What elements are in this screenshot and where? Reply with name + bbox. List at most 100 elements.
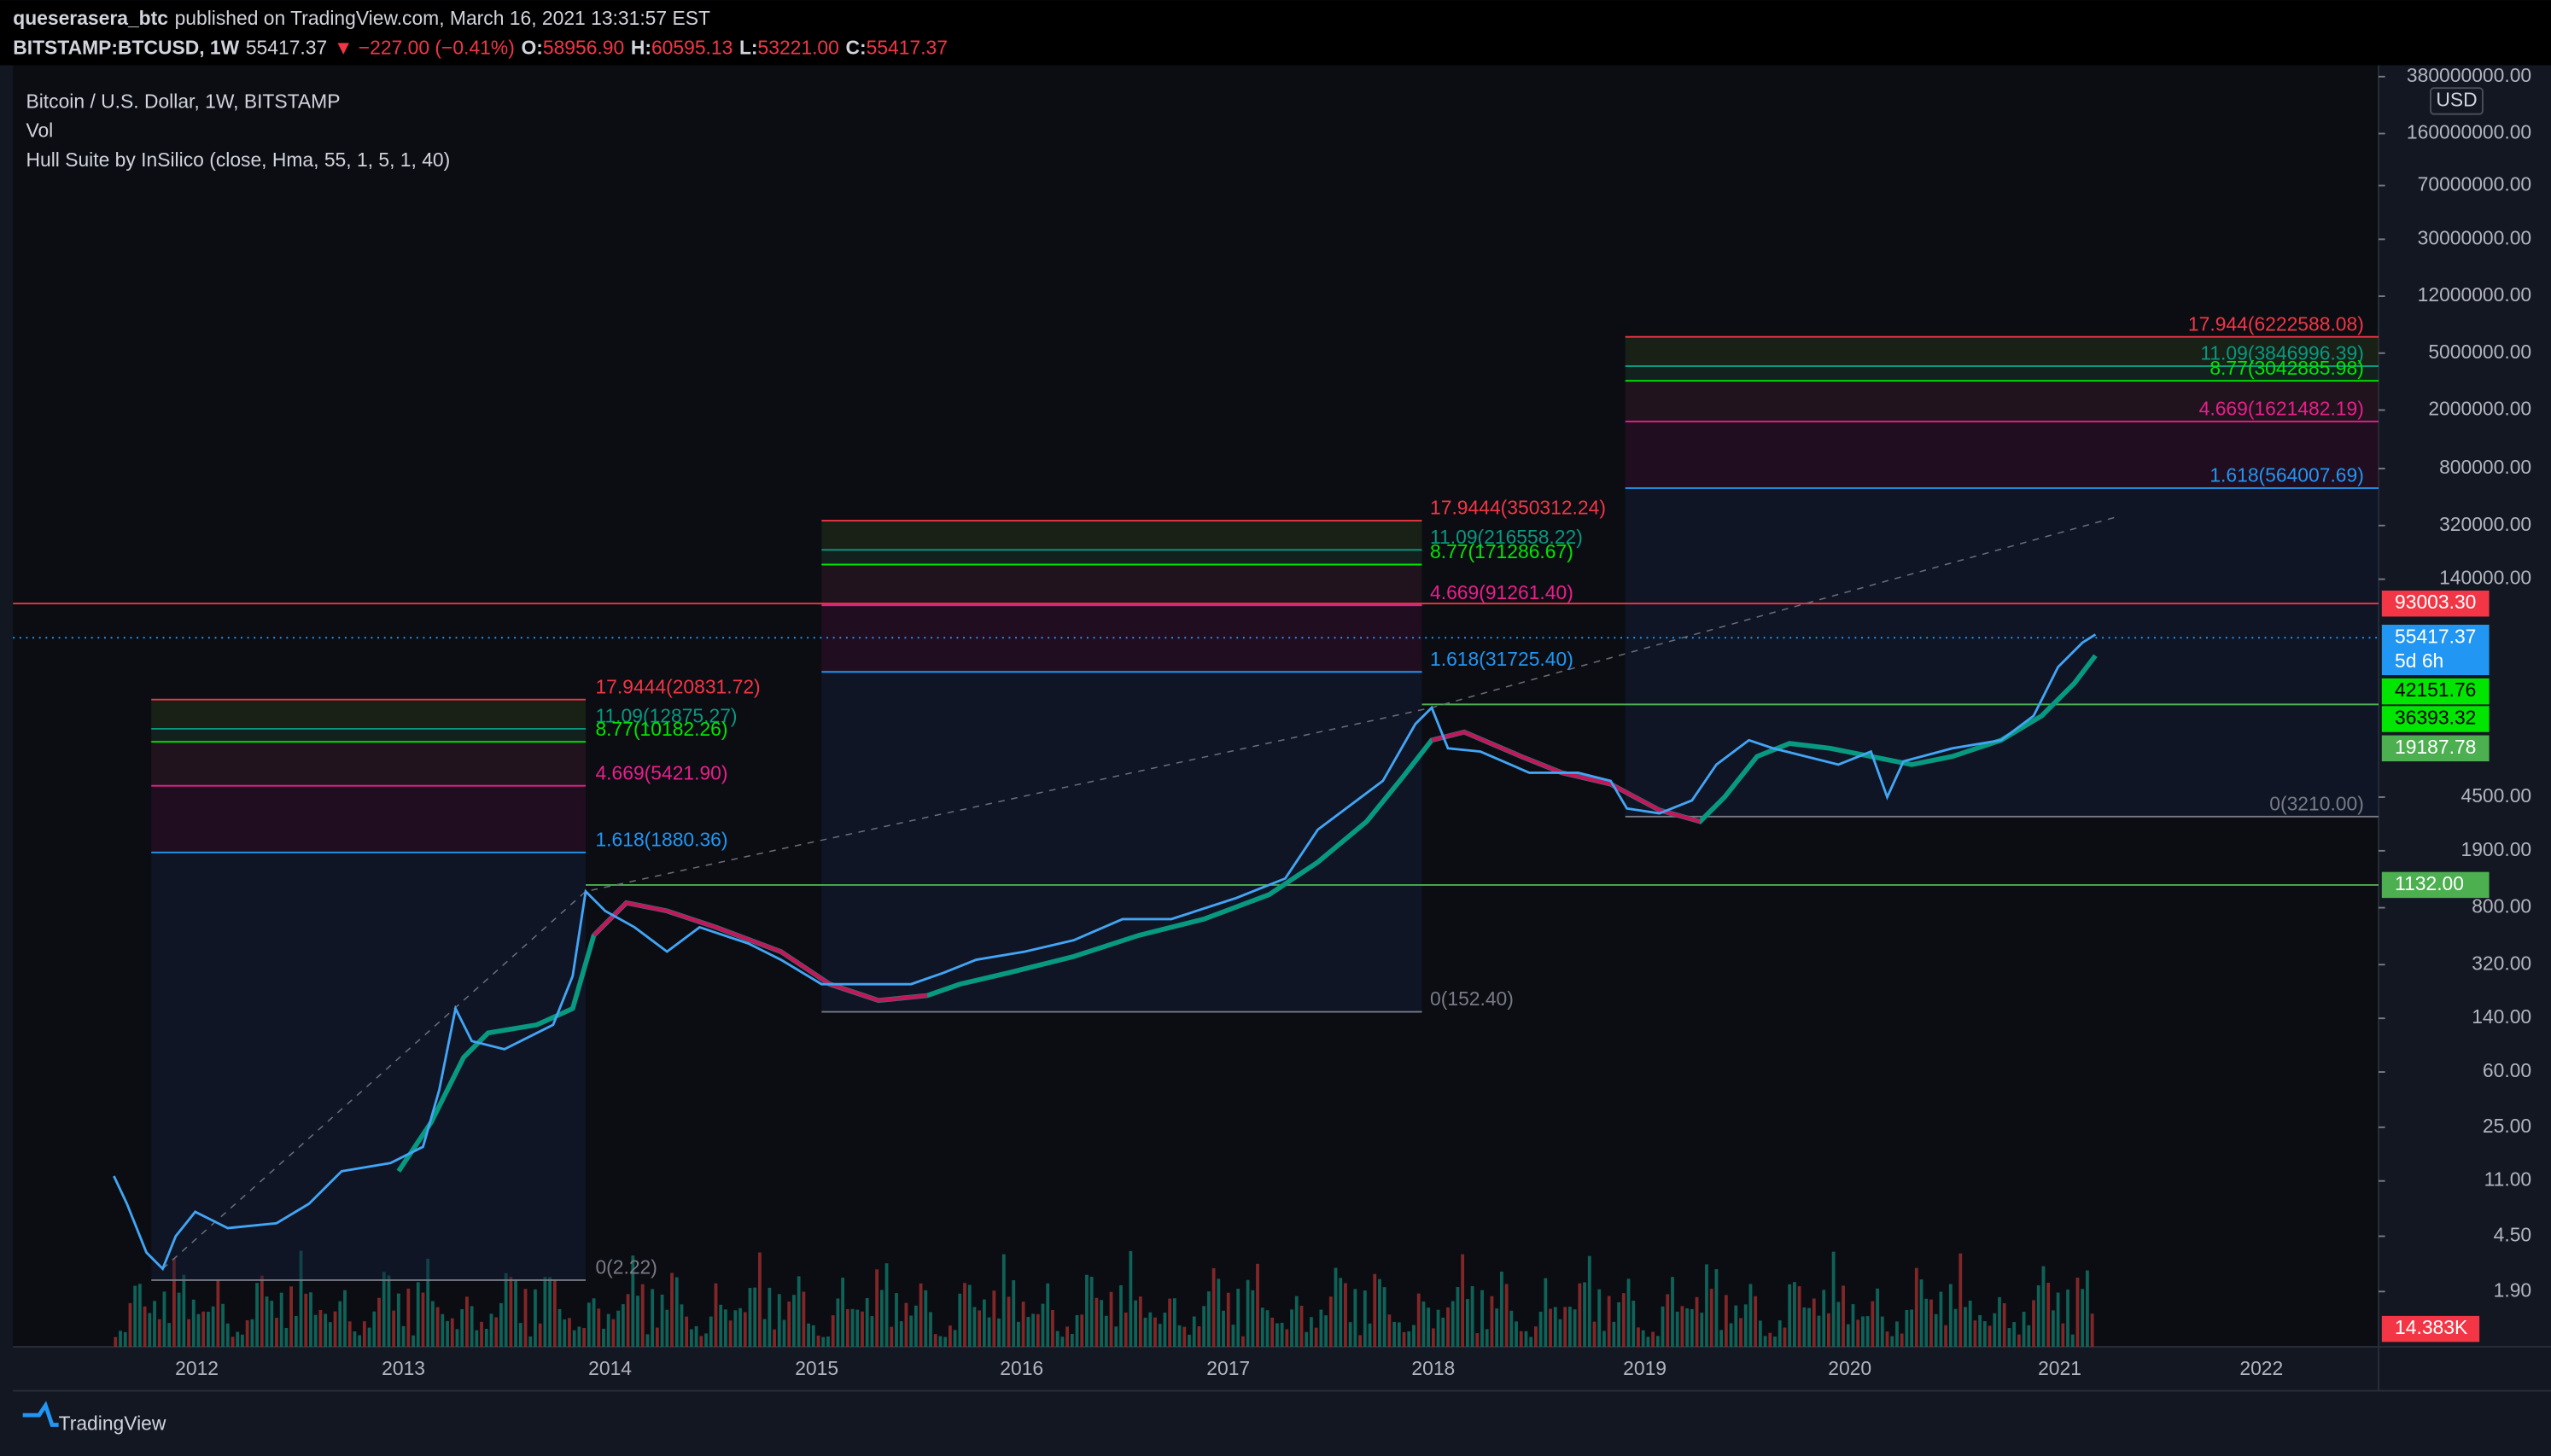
volume-bar: [304, 1293, 308, 1348]
volume-bar: [1310, 1317, 1313, 1348]
volume-bar: [890, 1326, 894, 1348]
price-label: 60.00: [2483, 1059, 2531, 1081]
volume-bar: [636, 1296, 639, 1348]
time-label: 2012: [175, 1357, 219, 1379]
volume-bar: [270, 1301, 274, 1348]
volume-bar: [640, 1284, 645, 1348]
volume-bar: [651, 1289, 655, 1348]
volume-bar: [2066, 1289, 2069, 1348]
volume-bar: [480, 1321, 483, 1348]
volume-bar: [1031, 1313, 1035, 1348]
volume-bar: [719, 1304, 723, 1348]
volume-bar: [450, 1318, 454, 1348]
volume-bar: [528, 1336, 533, 1348]
legend-item: Bitcoin / U.S. Dollar, 1W, BITSTAMP: [26, 90, 340, 112]
volume-bar: [714, 1283, 718, 1348]
volume-bar: [1392, 1321, 1397, 1348]
volume-bar: [787, 1302, 791, 1348]
volume-bar: [1807, 1307, 1811, 1348]
volume-bar: [362, 1321, 366, 1348]
volume-bar: [465, 1296, 469, 1348]
volume-bar: [1968, 1300, 1972, 1348]
volume-bar: [299, 1250, 303, 1348]
volume-bar: [924, 1290, 928, 1348]
price-label: 160000000.00: [2407, 121, 2531, 143]
volume-bar: [1982, 1321, 1987, 1348]
time-label: 2022: [2239, 1357, 2283, 1379]
volume-bar: [1695, 1296, 1699, 1348]
volume-bar: [811, 1325, 815, 1348]
volume-bar: [1475, 1333, 1480, 1348]
volume-bar: [694, 1325, 698, 1348]
fib-zone: [1625, 421, 2379, 488]
volume-bar: [1280, 1322, 1284, 1348]
ohlc-value: 58956.90: [543, 36, 624, 58]
volume-bar: [704, 1333, 708, 1348]
volume-bar: [1709, 1289, 1713, 1348]
price-label: 12000000.00: [2418, 283, 2531, 306]
volume-bar: [1046, 1283, 1050, 1348]
volume-bar: [2022, 1312, 2026, 1348]
volume-bar: [201, 1311, 206, 1348]
volume-bar: [1714, 1269, 1719, 1348]
volume-bar: [441, 1313, 445, 1348]
price-tag: [2381, 678, 2490, 705]
volume-bar: [1544, 1278, 1548, 1348]
volume-bar: [1690, 1308, 1694, 1348]
price-label: 320.00: [2472, 952, 2531, 974]
volume-bar: [313, 1314, 318, 1348]
time-label: 2017: [1206, 1357, 1250, 1379]
volume-bar: [504, 1273, 508, 1348]
volume-bar: [1089, 1277, 1094, 1348]
volume-bar: [1748, 1284, 1753, 1348]
volume-bar: [1929, 1299, 1933, 1348]
volume-bar: [1661, 1306, 1665, 1348]
volume-bar: [2075, 1277, 2080, 1348]
volume-bar: [1587, 1255, 1591, 1348]
volume-bar: [1436, 1309, 1440, 1348]
volume-bar: [1754, 1296, 1758, 1348]
price-series: [113, 633, 2097, 1272]
volume-bar: [2056, 1292, 2060, 1348]
volume-bar: [557, 1308, 562, 1348]
ohlc-label: O:: [521, 36, 542, 58]
price-label: 140.00: [2472, 1005, 2531, 1028]
volume-bar: [782, 1319, 786, 1348]
volume-bar: [1129, 1250, 1133, 1348]
volume-bar: [475, 1330, 479, 1348]
volume-bar: [1431, 1328, 1435, 1348]
volume-bar: [309, 1292, 312, 1348]
volume-bar: [1719, 1330, 1724, 1348]
volume-bar: [1124, 1312, 1128, 1348]
price-tag: [2381, 624, 2490, 676]
volume-bar: [1515, 1321, 1518, 1348]
volume-bar: [367, 1327, 371, 1348]
price-tag: [2381, 735, 2490, 762]
change: ▼ −227.00 (−0.41%): [334, 36, 515, 58]
volume-bar: [655, 1327, 659, 1348]
volume-bar: [382, 1272, 386, 1348]
volume-bar: [225, 1323, 230, 1348]
volume-bar: [728, 1320, 733, 1348]
header-bar: [0, 0, 2551, 66]
time-label: 2014: [588, 1357, 632, 1379]
volume-bar: [265, 1296, 269, 1348]
volume-bar: [358, 1335, 362, 1348]
volume-bar: [1846, 1324, 1850, 1348]
price-tag: [2381, 871, 2490, 899]
volume-bar: [670, 1273, 674, 1348]
volume-bar: [1036, 1313, 1040, 1348]
volume-bar: [1055, 1331, 1060, 1348]
volume-bar: [1236, 1289, 1240, 1348]
volume-bar: [1842, 1285, 1845, 1348]
volume-bar: [1705, 1264, 1708, 1348]
volume-bar: [1973, 1320, 1977, 1348]
volume-bar: [1382, 1287, 1386, 1348]
logo: [22, 1401, 59, 1427]
fib-label: 8.77(171286.67): [1430, 540, 1573, 562]
fib-zone: [821, 672, 1422, 1012]
volume-bar: [460, 1309, 464, 1348]
volume-bar: [1812, 1298, 1816, 1348]
volume-bar: [1407, 1331, 1411, 1348]
volume-bar: [207, 1311, 210, 1348]
